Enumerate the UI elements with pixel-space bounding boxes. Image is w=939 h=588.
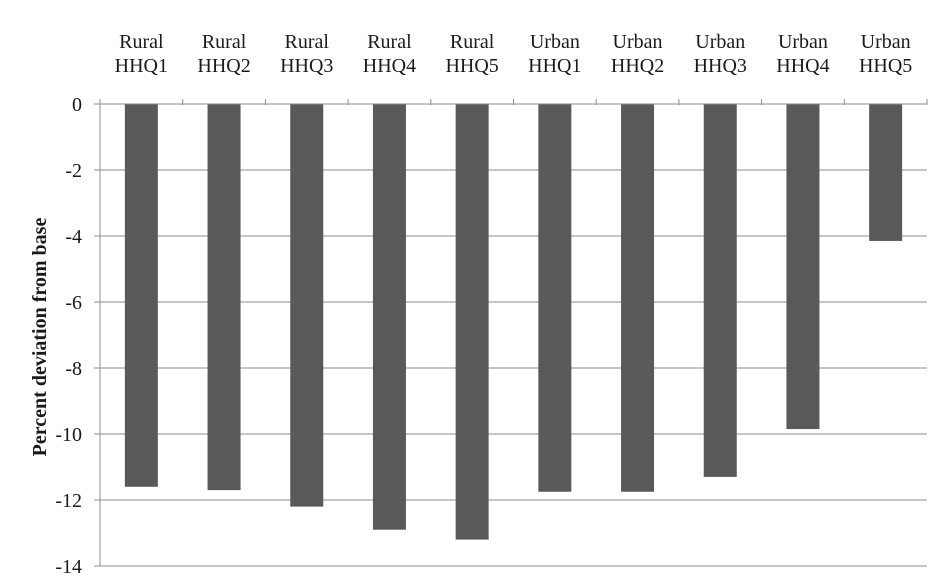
category-label: Rural HHQ4 xyxy=(363,31,416,77)
category-label: Urban HHQ5 xyxy=(859,31,912,77)
category-label-line: Urban xyxy=(861,31,911,53)
bar xyxy=(455,104,489,540)
category-label: Rural HHQ3 xyxy=(280,31,333,77)
category-label: Rural HHQ2 xyxy=(197,31,250,77)
y-tick-label: -10 xyxy=(55,424,82,446)
y-tick-label: -6 xyxy=(65,292,82,314)
category-label-line: Rural xyxy=(450,31,495,53)
category-label: Rural HHQ5 xyxy=(445,31,498,77)
y-tick-label: -4 xyxy=(65,226,82,248)
category-label-line: HHQ3 xyxy=(694,55,747,77)
y-tick-label: -2 xyxy=(65,160,82,182)
category-label-line: Rural xyxy=(202,31,247,53)
category-label-line: HHQ4 xyxy=(363,55,416,77)
category-label-line: Rural xyxy=(285,31,330,53)
bar xyxy=(207,104,241,491)
category-label-line: HHQ5 xyxy=(859,55,912,77)
bar xyxy=(538,104,572,492)
y-tick-label: -14 xyxy=(55,556,82,578)
category-label: Urban HHQ4 xyxy=(776,31,829,77)
y-tick-label: -12 xyxy=(55,490,82,512)
bar xyxy=(290,104,324,507)
category-label-line: HHQ2 xyxy=(611,55,664,77)
bar xyxy=(372,104,406,530)
category-label-line: HHQ5 xyxy=(445,55,498,77)
bar xyxy=(124,104,158,487)
category-label-line: HHQ1 xyxy=(115,55,168,77)
bars xyxy=(124,104,903,540)
category-label-line: HHQ1 xyxy=(528,55,581,77)
bar xyxy=(869,104,903,241)
axes xyxy=(94,99,928,567)
y-tick-label: -8 xyxy=(65,358,82,380)
bar xyxy=(621,104,655,492)
category-label: Urban HHQ2 xyxy=(611,31,664,77)
bar xyxy=(786,104,820,430)
category-label: Urban HHQ1 xyxy=(528,31,581,77)
category-label-line: Rural xyxy=(367,31,412,53)
y-tick-label: 0 xyxy=(72,94,82,116)
category-label-line: Urban xyxy=(695,31,745,53)
y-axis-title: Percent deviation from base xyxy=(29,218,51,457)
category-label-line: Urban xyxy=(778,31,828,53)
bar xyxy=(703,104,737,477)
category-label: Urban HHQ3 xyxy=(694,31,747,77)
y-tick-labels: 0 -2 -4 -6 -8 -10 -12 -14 xyxy=(55,94,82,578)
category-label: Rural HHQ1 xyxy=(115,31,168,77)
category-label-line: Rural xyxy=(119,31,164,53)
category-label-line: HHQ2 xyxy=(197,55,250,77)
category-label-line: Urban xyxy=(613,31,663,53)
category-label-line: Urban xyxy=(530,31,580,53)
category-label-line: HHQ4 xyxy=(776,55,829,77)
category-label-line: HHQ3 xyxy=(280,55,333,77)
